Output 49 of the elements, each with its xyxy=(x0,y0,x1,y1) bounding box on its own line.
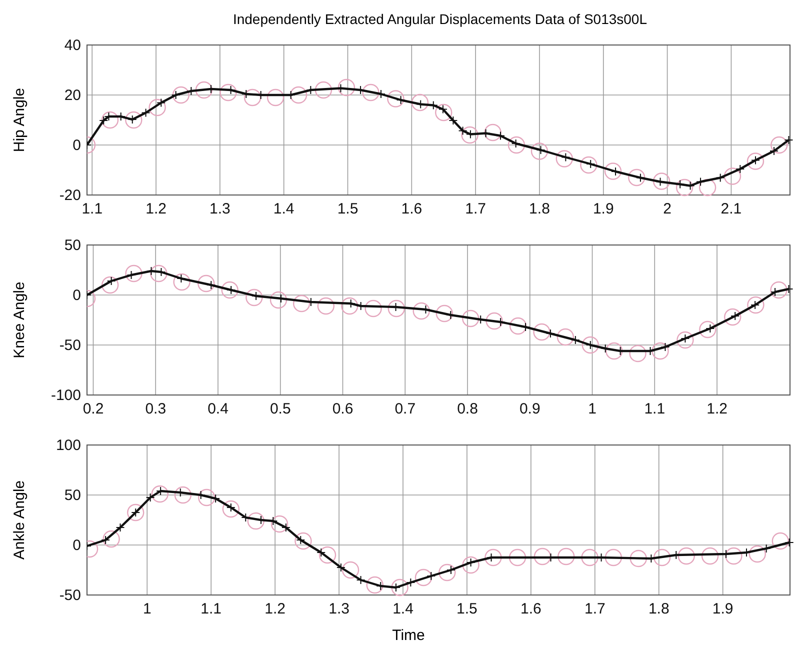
x-tick-label: 1.1 xyxy=(644,400,666,418)
x-tick-label: 1.1 xyxy=(200,600,222,618)
x-tick-label: 1.4 xyxy=(392,600,414,618)
x-tick-label: 1 xyxy=(142,600,152,618)
y-axis-title: Ankle Angle xyxy=(11,480,28,560)
x-tick-label: 1.6 xyxy=(401,200,422,218)
x-tick-label: 1.2 xyxy=(706,400,728,418)
x-tick-label: 1.5 xyxy=(456,600,478,618)
x-tick-label: 1.9 xyxy=(592,200,614,218)
x-tick-label: 0.6 xyxy=(332,400,354,418)
x-tick-label: 1.3 xyxy=(210,200,230,218)
x-tick-label: 1.8 xyxy=(529,200,550,218)
x-tick-label: 1.6 xyxy=(520,600,542,618)
x-tick-label: 1.1 xyxy=(82,200,103,218)
x-tick-label: 1.5 xyxy=(337,200,358,218)
x-tick-label: 1.2 xyxy=(264,600,286,618)
y-tick-label: -20 xyxy=(59,186,81,204)
x-tick-label: 1.7 xyxy=(465,200,486,218)
x-tick-label: 2 xyxy=(663,200,672,218)
x-tick-label: 0.4 xyxy=(208,400,228,418)
y-tick-label: -100 xyxy=(50,386,81,404)
y-tick-label: -50 xyxy=(59,336,81,354)
y-tick-label: 0 xyxy=(72,286,81,304)
y-tick-label: 20 xyxy=(64,86,81,104)
x-tick-label: 0.2 xyxy=(82,400,104,418)
x-tick-label: 1.3 xyxy=(328,600,350,618)
x-tick-label: 1.4 xyxy=(273,200,294,218)
x-tick-label: 2.1 xyxy=(720,200,742,218)
y-tick-label: 50 xyxy=(64,236,81,254)
y-tick-label: -50 xyxy=(59,586,81,604)
chart-title: Independently Extracted Angular Displacements Data of S013s00L xyxy=(232,11,648,27)
y-tick-label: 0 xyxy=(72,136,81,154)
y-tick-label: 100 xyxy=(56,436,81,454)
x-tick-label: 0.5 xyxy=(270,400,291,418)
x-tick-label: 0.9 xyxy=(519,400,540,418)
x-tick-label: 0.7 xyxy=(394,400,416,418)
x-tick-label: 1.7 xyxy=(584,600,606,618)
x-tick-label: 0.3 xyxy=(145,400,166,418)
y-axis-title: Knee Angle xyxy=(11,282,28,358)
x-axis-title: Time xyxy=(392,627,425,644)
y-axis-title: Hip Angle xyxy=(11,88,28,152)
y-tick-label: 50 xyxy=(64,486,81,504)
x-tick-label: 0.8 xyxy=(457,400,478,418)
y-tick-label: 0 xyxy=(72,536,81,554)
y-tick-label: 40 xyxy=(64,36,81,54)
x-tick-label: 1.2 xyxy=(146,200,166,218)
x-tick-label: 1 xyxy=(588,400,596,418)
x-tick-label: 1.9 xyxy=(712,600,734,618)
x-tick-label: 1.8 xyxy=(648,600,670,618)
